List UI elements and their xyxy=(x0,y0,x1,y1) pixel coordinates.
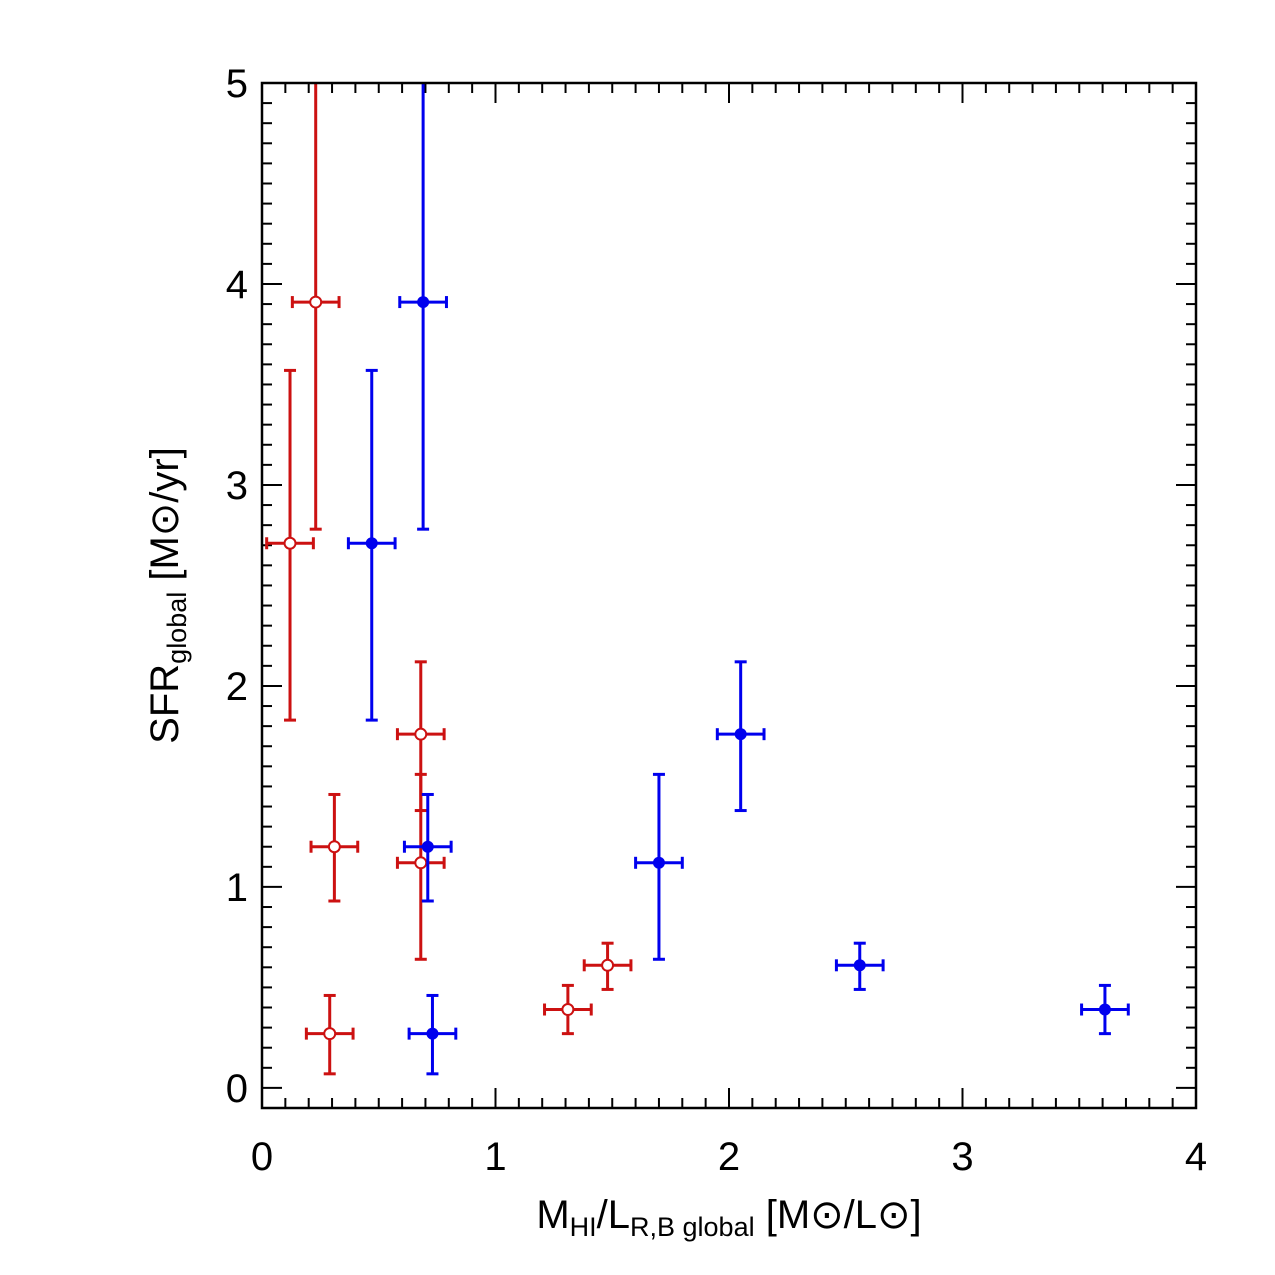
point-marker xyxy=(414,856,428,870)
data-point xyxy=(265,368,315,722)
data-point xyxy=(290,83,341,531)
data-point xyxy=(402,792,453,903)
axis-label-part: [M xyxy=(143,536,187,592)
x-tick-label: 0 xyxy=(251,1135,273,1179)
y-tick-label: 2 xyxy=(226,665,248,709)
data-point xyxy=(715,660,766,813)
data-point xyxy=(395,772,446,961)
data-point xyxy=(1080,983,1130,1036)
data-point xyxy=(407,993,458,1076)
y-tick-label: 0 xyxy=(226,1067,248,1111)
point-marker xyxy=(365,537,378,550)
data-point xyxy=(398,83,448,531)
axis-label-part: /yr] xyxy=(143,447,187,503)
point-marker xyxy=(853,959,866,972)
y-tick-label: 5 xyxy=(226,62,248,106)
axis-label-part: /L xyxy=(844,1193,877,1237)
axis-label-part: HI xyxy=(570,1212,597,1242)
x-tick-label: 1 xyxy=(484,1135,506,1179)
axis-ticks xyxy=(261,82,1197,1109)
y-axis-label: SFRglobal [M⊙/yr] xyxy=(143,447,192,744)
axis-label-part: R,B global xyxy=(630,1212,755,1242)
plot-frame xyxy=(260,81,1198,1110)
data-points xyxy=(265,83,1130,1076)
data-point xyxy=(834,941,885,991)
x-tick-label: 4 xyxy=(1185,1135,1207,1179)
axis-label-part: /L xyxy=(597,1193,630,1237)
point-marker xyxy=(417,296,430,309)
point-marker xyxy=(426,1027,439,1040)
tick-labels: 0 1 2 3 4 0 1 2 3 4 5 xyxy=(226,62,1207,1179)
axis-label-part: global xyxy=(162,592,192,664)
point-marker xyxy=(601,958,615,972)
series-1 xyxy=(265,83,633,1076)
data-point xyxy=(543,983,593,1036)
axis-label-part: SFR xyxy=(143,664,187,744)
point-marker xyxy=(309,295,323,309)
point-marker xyxy=(1098,1003,1111,1016)
x-tick-label: 3 xyxy=(951,1135,973,1179)
point-marker xyxy=(421,840,434,853)
x-axis-label: MHI/LR,B global [M⊙/L⊙] xyxy=(536,1193,921,1242)
point-marker xyxy=(561,1003,575,1017)
y-tick-label: 3 xyxy=(226,464,248,508)
data-point xyxy=(304,993,355,1076)
point-marker xyxy=(652,856,665,869)
y-tick-label: 4 xyxy=(226,263,248,307)
series-2 xyxy=(346,83,1130,1076)
data-point xyxy=(309,792,360,903)
data-point xyxy=(634,772,684,961)
axis-label-part: ] xyxy=(911,1193,922,1237)
data-point xyxy=(346,368,397,722)
axis-label-part: ⊙ xyxy=(810,1193,844,1237)
point-marker xyxy=(414,727,428,741)
data-point xyxy=(582,941,633,991)
axis-label-part: ⊙ xyxy=(143,503,187,537)
axis-label-part: [M xyxy=(755,1193,811,1237)
point-marker xyxy=(323,1027,337,1041)
point-marker xyxy=(734,728,747,741)
point-marker xyxy=(283,536,297,550)
y-tick-label: 1 xyxy=(226,866,248,910)
axis-label-part: M xyxy=(536,1193,569,1237)
axis-label-part: ⊙ xyxy=(877,1193,911,1237)
point-marker xyxy=(327,840,341,854)
x-tick-label: 2 xyxy=(718,1135,740,1179)
